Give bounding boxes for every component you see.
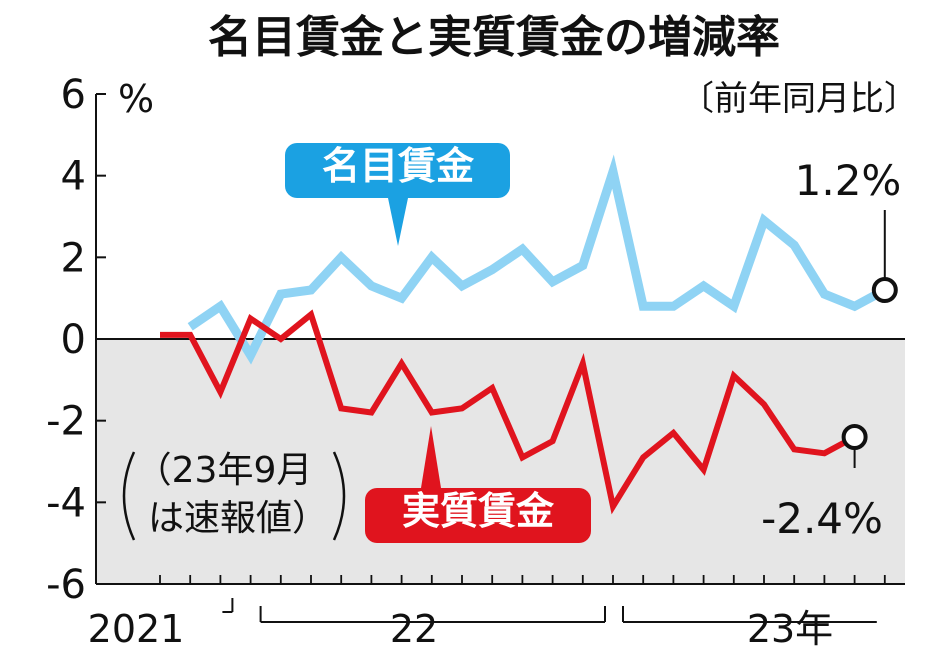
nominal-series-tag-pointer bbox=[388, 198, 408, 246]
real-wage-line bbox=[160, 309, 857, 515]
real-end-value-label: -2.4% bbox=[761, 494, 883, 543]
y-tick-label: 6 bbox=[61, 72, 86, 118]
negative-region bbox=[96, 339, 905, 584]
note-right-paren bbox=[332, 451, 346, 541]
nominal-wage-line bbox=[187, 154, 887, 365]
nominal-end-marker bbox=[871, 277, 898, 303]
nominal-end-value-label: 1.2% bbox=[795, 156, 902, 205]
note-line-2: は速報値） bbox=[148, 498, 328, 539]
nominal-series-tag-group bbox=[285, 143, 510, 246]
y-tick-label: -2 bbox=[46, 399, 86, 445]
nominal-wage-series-label: 名目賃金 bbox=[322, 144, 475, 188]
y-tick-label: -6 bbox=[46, 562, 86, 608]
x-label-2021: 2021 bbox=[88, 607, 185, 651]
chart-title: 名目賃金と実質賃金の増減率 bbox=[208, 12, 780, 63]
y-tick-label: 4 bbox=[61, 154, 86, 200]
note-line-1: （23年9月 bbox=[136, 450, 313, 491]
y-unit-label: % bbox=[118, 77, 154, 121]
real-series-tag-pointer bbox=[421, 426, 441, 488]
nominal-series-tag-box bbox=[285, 143, 510, 198]
note-left-paren bbox=[122, 451, 136, 541]
x-label-2023: 23年 bbox=[747, 607, 833, 651]
real-series-tag-group bbox=[365, 426, 591, 543]
x-label-2022: 22 bbox=[390, 607, 438, 651]
y-tick-label: -4 bbox=[46, 480, 86, 526]
real-wage-series-label: 実質賃金 bbox=[402, 489, 555, 533]
real-series-tag-box bbox=[365, 488, 591, 543]
y-tick-label: 2 bbox=[61, 235, 86, 281]
plot-area: 6 4 2 0 -2 -4 -6 bbox=[46, 72, 905, 623]
real-end-marker bbox=[841, 424, 868, 450]
chart-subtitle: 〔前年同月比〕 bbox=[680, 79, 918, 119]
y-tick-label: 0 bbox=[61, 317, 86, 363]
